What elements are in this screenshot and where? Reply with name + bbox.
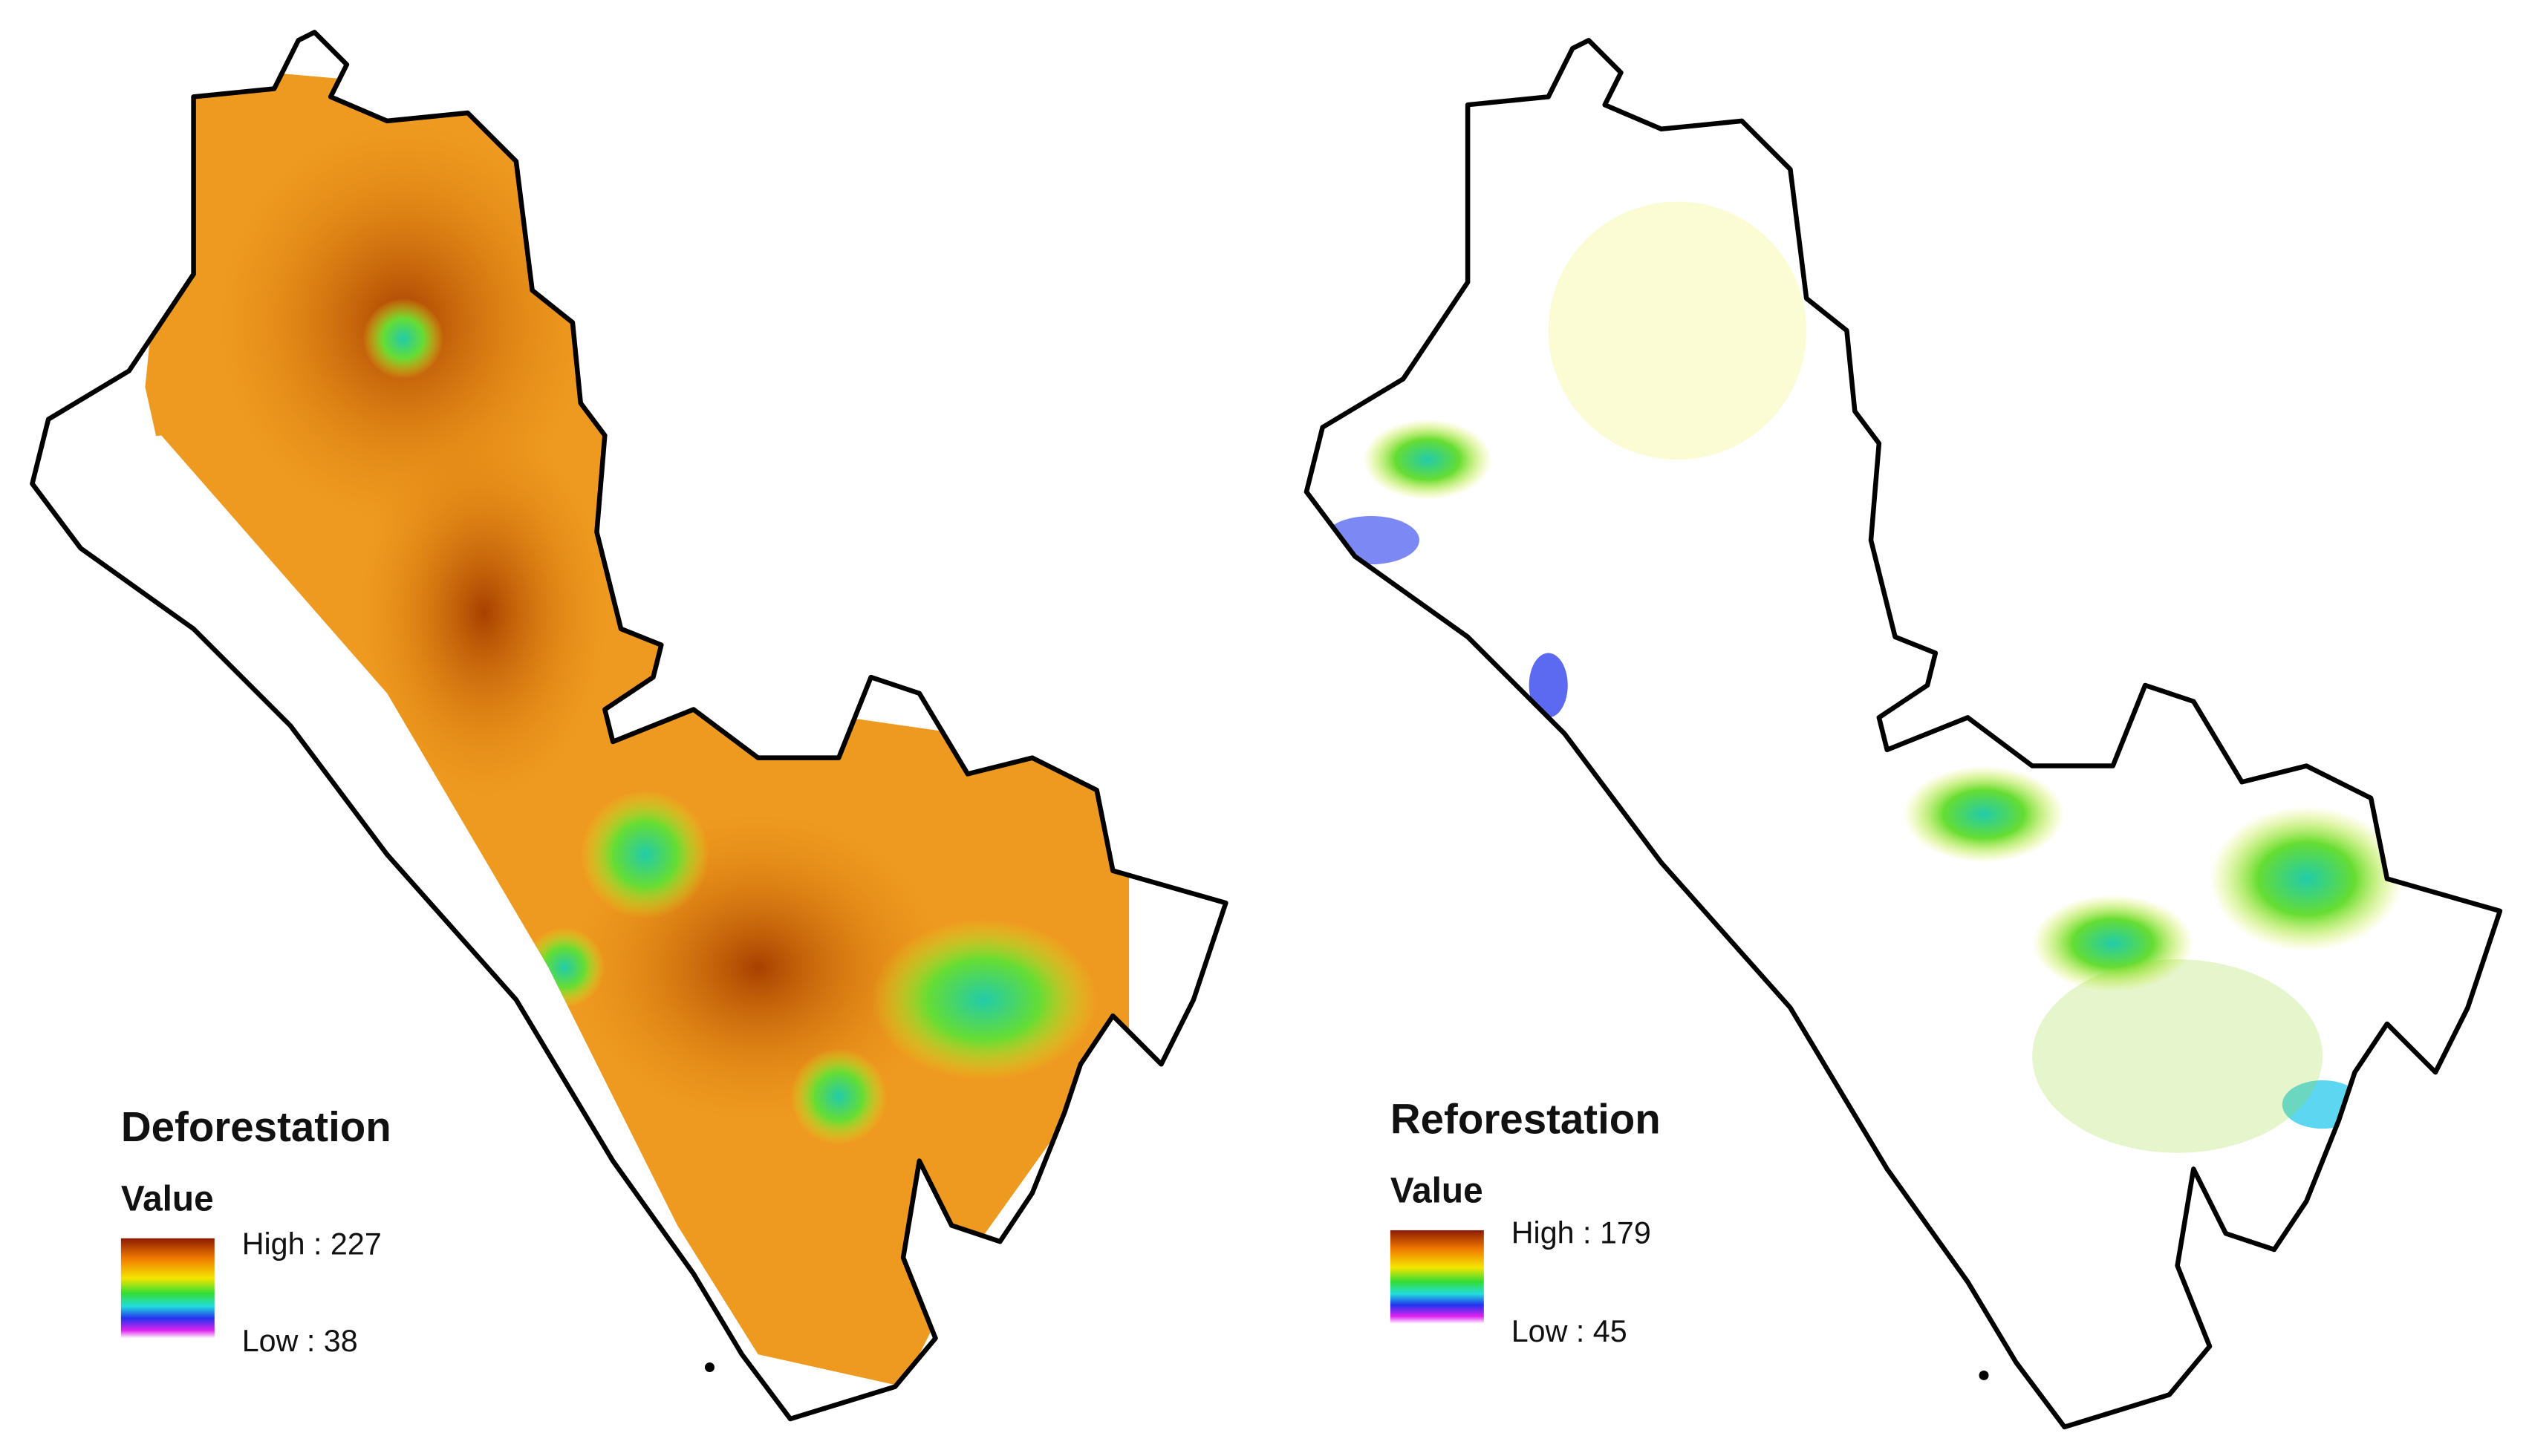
legend-title: Reforestation (1390, 1095, 1661, 1142)
reforestation-map (1306, 40, 2500, 1427)
legend-low: Low : 38 (242, 1324, 358, 1358)
legend-deforestation: Deforestation Value High : 227 Low : 38 (120, 1103, 391, 1358)
legend-heading: Value (1390, 1172, 1483, 1211)
legend-high: High : 227 (242, 1227, 382, 1261)
legend-heading: Value (121, 1179, 214, 1218)
color-ramp (120, 1238, 215, 1339)
legend-high: High : 179 (1511, 1215, 1651, 1250)
legend-reforestation: Reforestation Value High : 179 Low : 45 (1390, 1095, 1661, 1348)
legend-low: Low : 45 (1511, 1314, 1627, 1348)
legend-title: Deforestation (121, 1103, 391, 1150)
color-ramp (1390, 1230, 1484, 1324)
